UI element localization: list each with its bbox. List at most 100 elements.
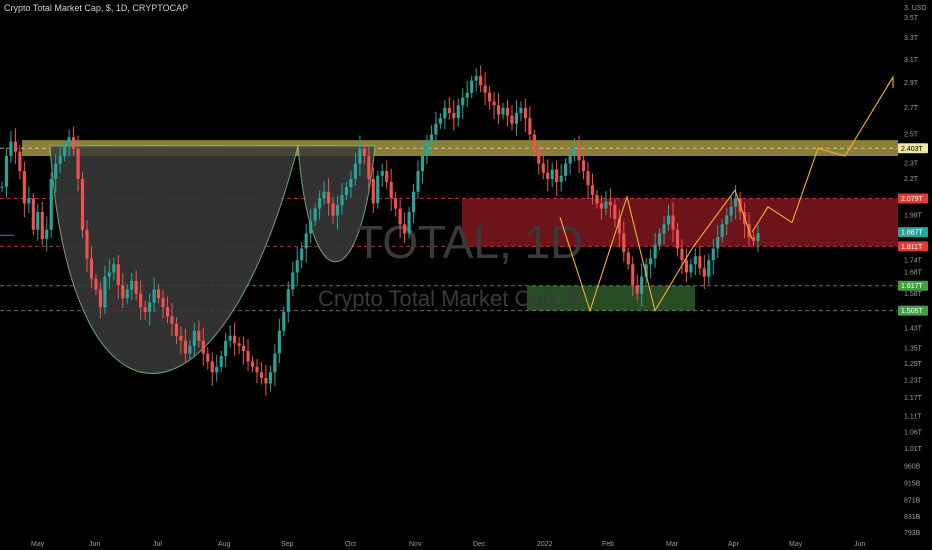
candle-body (282, 311, 286, 331)
candle-body (420, 156, 425, 172)
candle-body (680, 248, 684, 261)
candle-body (331, 203, 335, 216)
x-tick-label: May (31, 541, 45, 548)
candle-body (644, 264, 648, 277)
candle-body (255, 366, 259, 373)
price-axis: 3. USD 3.5T 3.3T 3.1T 2.9T 2.7T 2.5T 2.3T 2.2T 1.… (898, 5, 928, 537)
candle-body (604, 201, 608, 209)
x-tick-label: Jul (153, 541, 162, 548)
y-tick-label: 960B (904, 464, 921, 471)
candle-body (443, 107, 447, 119)
candle-body (49, 178, 53, 230)
watermark-name: Crypto Total Market Cap, $ (318, 286, 579, 311)
y-tick-label: 2.7T (904, 105, 919, 112)
candle-body (54, 163, 58, 179)
price-label-box (898, 193, 928, 204)
projection-arrow (886, 75, 894, 88)
x-tick-label: Jun (854, 541, 865, 548)
candle-body (653, 244, 657, 259)
candle-body (501, 107, 505, 115)
candle-body (134, 280, 138, 294)
candle-body (40, 211, 44, 240)
candle-body (286, 289, 290, 312)
candle-body (130, 280, 134, 290)
candle-body (725, 215, 729, 225)
cup-shape (49, 145, 299, 375)
candle-body (496, 105, 501, 115)
watermark-ticker: TOTAL, 1D (355, 216, 583, 268)
candle-body (550, 169, 554, 179)
candle-body (326, 191, 331, 204)
y-tick-label: 1.01T (904, 446, 923, 453)
candle-body (398, 208, 402, 225)
candle-body (264, 377, 268, 384)
candle-body (389, 182, 393, 199)
candle-body (465, 92, 469, 98)
candle-body (0, 186, 4, 188)
candle-body (157, 289, 161, 299)
y-tick-label: 3. USD (904, 5, 927, 12)
x-tick-label: Feb (602, 541, 614, 548)
price-label-box (898, 305, 928, 316)
candle-body (573, 148, 577, 155)
candle-body (483, 85, 487, 93)
y-tick-label: 2.3T (904, 160, 919, 167)
candle-body (183, 340, 187, 354)
candle-body (394, 198, 398, 209)
candle-body (27, 198, 31, 204)
candle-body (564, 163, 568, 176)
candle-body (89, 258, 94, 279)
candle-body (139, 293, 143, 308)
y-tick-label: 793B (904, 530, 921, 537)
x-tick-label: Nov (409, 541, 422, 548)
candle-body (613, 205, 617, 219)
candle-body (671, 215, 675, 230)
candle-body (344, 186, 349, 196)
candle-body (532, 134, 536, 152)
candle-body (510, 115, 514, 124)
candle-body (322, 191, 326, 199)
candle-body (318, 198, 322, 209)
x-tick-label: May (789, 541, 803, 548)
candle-body (434, 123, 438, 135)
candle-body (635, 285, 639, 294)
candle-body (492, 101, 496, 106)
x-tick-label: Aug (218, 541, 231, 548)
candle-body (658, 233, 662, 245)
x-tick-label: 2022 (537, 541, 553, 548)
candle-body (640, 276, 644, 294)
candle-body (295, 260, 299, 273)
chart-header: Crypto Total Market Cap, $, 1D, CRYPTOCA… (4, 3, 189, 13)
candle-body (559, 175, 563, 183)
y-tick-label: 3.3T (904, 35, 919, 42)
y-tick-label: 1.43T (904, 325, 923, 332)
candle-body (568, 154, 572, 164)
y-tick-label: 871B (904, 497, 921, 504)
y-tick-label: 3.1T (904, 57, 919, 64)
candle-body (411, 191, 416, 212)
candle-body (577, 148, 581, 161)
candle-body (751, 237, 756, 241)
watermark-layer: TOTAL, 1D Crypto Total Market Cap, $ (318, 216, 583, 311)
candle-body (80, 178, 85, 230)
candle-body (201, 340, 205, 354)
y-tick-label: 2.5T (904, 132, 919, 139)
candle-body (246, 350, 250, 362)
candle-body (684, 260, 688, 273)
candle-body (407, 211, 411, 234)
candle-body (720, 224, 724, 238)
candle-body (4, 156, 9, 187)
y-tick-label: 1.98T (904, 212, 923, 219)
candle-body (219, 356, 223, 367)
candle-body (479, 75, 483, 86)
candle-body (474, 75, 478, 81)
drawings-layer (0, 75, 894, 313)
projection-line (751, 76, 894, 233)
y-tick-label: 1.58T (904, 291, 923, 298)
y-tick-label: 1.11T (904, 413, 922, 420)
candle-body (519, 107, 523, 114)
y-tick-label: 1.23T (904, 378, 923, 385)
x-tick-label: Oct (345, 541, 356, 548)
